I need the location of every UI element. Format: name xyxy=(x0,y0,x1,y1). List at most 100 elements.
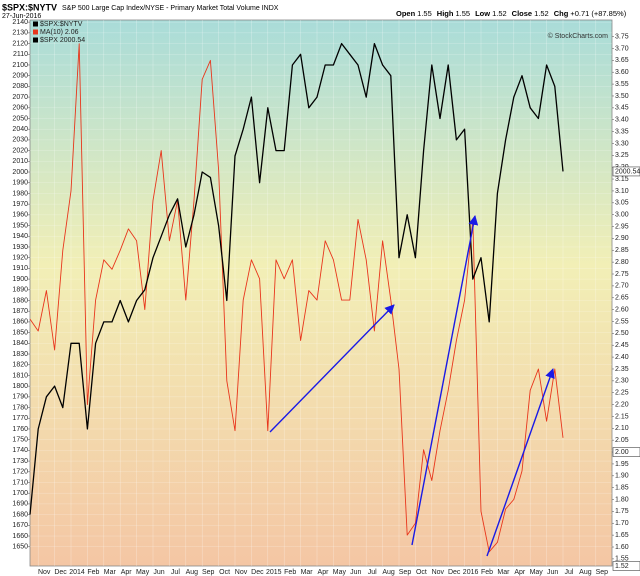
x-tick-label: Jun xyxy=(350,569,361,576)
y-tick-label: 1970 xyxy=(12,201,28,208)
x-tick-label: Aug xyxy=(186,569,199,576)
y-tick-label: 2080 xyxy=(12,83,28,90)
y-tick-label: 1820 xyxy=(12,362,28,369)
y-tick-label: 1700 xyxy=(12,490,28,497)
y-tick-label: 1790 xyxy=(12,394,28,401)
y-tick-label: 1990 xyxy=(12,180,28,187)
y2-tick-label: 2.45 xyxy=(615,342,629,349)
annotation-arrows xyxy=(269,215,555,557)
y2-tick-label: 2.70 xyxy=(615,283,629,290)
date: 27-Jun-2016 xyxy=(2,13,41,20)
y2-tick-label: 3.15 xyxy=(615,176,629,183)
y2-tick-label: 2.05 xyxy=(615,437,629,444)
y2-tick-label: 2.35 xyxy=(615,366,629,373)
y-tick-label: 1780 xyxy=(12,404,28,411)
y2-tick-label: 2.55 xyxy=(615,318,629,325)
x-tick-label: Sep xyxy=(596,569,609,576)
credit: © StockCharts.com xyxy=(548,32,609,40)
y-tick-label: 1950 xyxy=(12,222,28,229)
x-tick-label: May xyxy=(333,569,347,576)
y2-tick-label: 2.85 xyxy=(615,247,629,254)
quote-value: +0.71 (+87.85%) xyxy=(570,9,626,18)
x-tick-label: Nov xyxy=(432,569,445,576)
x-tick-label: Dec xyxy=(251,569,264,576)
quote-label: High xyxy=(437,9,454,18)
y2-tick-label: 3.25 xyxy=(615,152,629,159)
x-tick-label: Apr xyxy=(514,569,526,576)
y-tick-label: 1870 xyxy=(12,308,28,315)
y-tick-label: 1910 xyxy=(12,265,28,272)
x-tick-label: Oct xyxy=(219,569,230,576)
y-tick-label: 2060 xyxy=(12,105,28,112)
legend-swatch xyxy=(33,29,38,35)
quote-value: 1.55 xyxy=(417,9,432,18)
y-tick-label: 1750 xyxy=(12,437,28,444)
arrow xyxy=(411,215,479,546)
x-tick-label: Sep xyxy=(202,569,215,576)
x-tick-label: 2016 xyxy=(463,569,479,576)
quote-value: 1.52 xyxy=(534,9,549,18)
y2-tick-label: 1.95 xyxy=(615,461,629,468)
y2-tick-label: 3.55 xyxy=(615,81,629,88)
y-tick-label: 2050 xyxy=(12,115,28,122)
y-tick-label: 1670 xyxy=(12,522,28,529)
y-tick-label: 2120 xyxy=(12,40,28,47)
x-tick-label: Mar xyxy=(104,569,117,576)
quote-value: 1.52 xyxy=(492,9,507,18)
y-tick-label: 1770 xyxy=(12,415,28,422)
quote: Open 1.55 High 1.55 Low 1.52 Close 1.52 Chg +0.71… xyxy=(396,9,627,18)
y-tick-label: 1980 xyxy=(12,190,28,197)
x-tick-label: Nov xyxy=(235,569,248,576)
x-tick-label: Jun xyxy=(547,569,558,576)
y2-tick-label: 2.90 xyxy=(615,235,629,242)
y-tick-label: 1720 xyxy=(12,469,28,476)
y2-tick-label: 2.30 xyxy=(615,378,629,385)
y2-tick-label: 1.75 xyxy=(615,508,629,515)
arrow xyxy=(269,304,395,433)
x-tick-label: 2014 xyxy=(69,569,85,576)
y2-tick-label: 2.60 xyxy=(615,306,629,313)
y2-tick-label: 2.15 xyxy=(615,413,629,420)
quote-label: Chg xyxy=(554,9,569,18)
y2-tick-label: 3.40 xyxy=(615,117,629,124)
legend-label: MA(10) 2.06 xyxy=(40,29,79,36)
x-tick-label: Apr xyxy=(318,569,330,576)
y2-tick-label: 2.25 xyxy=(615,390,629,397)
x-tick-label: Mar xyxy=(497,569,510,576)
y-tick-label: 2070 xyxy=(12,94,28,101)
x-tick-label: Apr xyxy=(121,569,133,576)
x-tick-label: Feb xyxy=(87,569,99,576)
y-tick-label: 1920 xyxy=(12,255,28,262)
y2-tick-label: 3.30 xyxy=(615,140,629,147)
legend-swatch xyxy=(33,21,38,27)
y-tick-label: 1940 xyxy=(12,233,28,240)
y2-tick-label: 2.10 xyxy=(615,425,629,432)
x-tick-label: Dec xyxy=(54,569,67,576)
series-line xyxy=(29,43,564,553)
y-tick-label: 1680 xyxy=(12,511,28,518)
y2-tick-label: 3.35 xyxy=(615,128,629,135)
y2-tick-label: 2.20 xyxy=(615,401,629,408)
y-tick-label: 1960 xyxy=(12,212,28,219)
y-tick-label: 1890 xyxy=(12,287,28,294)
y-tick-label: 2010 xyxy=(12,158,28,165)
arrow xyxy=(486,368,555,557)
y2-tick-label: 3.50 xyxy=(615,93,629,100)
y-tick-label: 1810 xyxy=(12,372,28,379)
y2-tick-label: 2.65 xyxy=(615,295,629,302)
y-tick-label: 1650 xyxy=(12,544,28,551)
y-tick-label: 1710 xyxy=(12,479,28,486)
y-tick-label: 1850 xyxy=(12,329,28,336)
y2-tick-label: 2.40 xyxy=(615,354,629,361)
y-tick-label: 2020 xyxy=(12,147,28,154)
quote-label: Low xyxy=(475,9,490,18)
last-value-box xyxy=(612,447,640,457)
y-tick-label: 2110 xyxy=(13,51,28,58)
y-tick-label: 1660 xyxy=(12,533,28,540)
symbol: $SPX:$NYTV xyxy=(2,2,57,12)
y2-tick-label: 2.95 xyxy=(615,223,629,230)
x-tick-label: Feb xyxy=(481,569,493,576)
y-tick-label: 1860 xyxy=(12,319,28,326)
quote-label: Close xyxy=(512,9,532,18)
